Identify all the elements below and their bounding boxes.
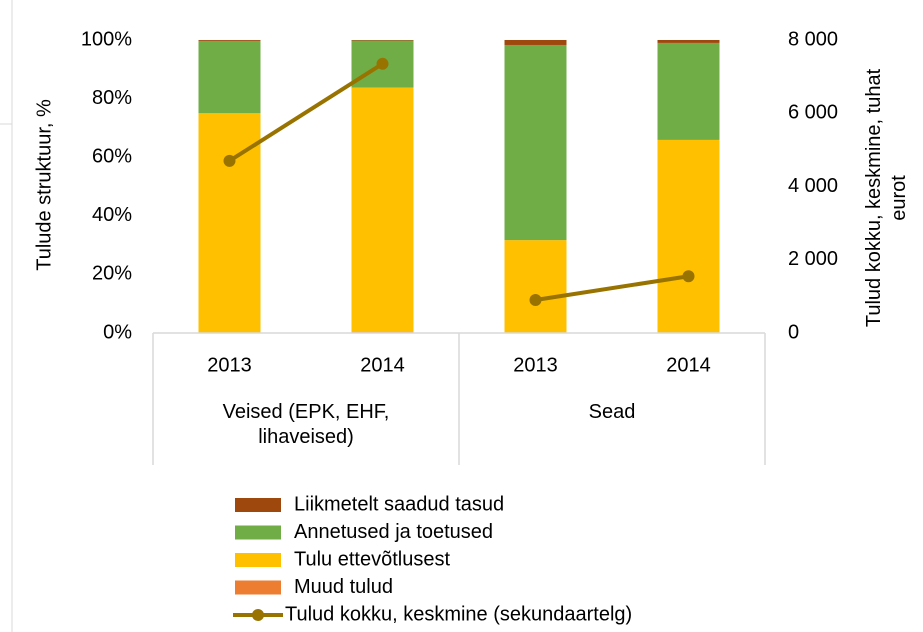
bar-segment xyxy=(657,40,720,43)
x-tick-label: 2014 xyxy=(360,354,405,376)
group-label: Veised (EPK, EHF, lihaveised) xyxy=(222,401,390,448)
line-series xyxy=(228,62,384,163)
x-tick-label: 2013 xyxy=(513,354,558,376)
line-point xyxy=(376,57,389,70)
bar-segment xyxy=(198,40,261,114)
legend-label: Tulud kokku, keskmine (sekundaartelg) xyxy=(285,603,632,625)
line-point xyxy=(682,270,695,283)
y2-tick-label: 4 000 xyxy=(788,175,838,197)
line-point xyxy=(529,294,542,307)
y2-axis-title: Tulud kokku, keskmine, tuhat eurot xyxy=(863,68,910,328)
bar-segment xyxy=(351,40,414,41)
bar-segment xyxy=(504,40,567,45)
chart-frame xyxy=(11,0,13,632)
y-tick-label: 100% xyxy=(81,28,132,50)
y-tick-label: 20% xyxy=(92,263,132,285)
legend-swatch xyxy=(235,553,281,567)
line-point xyxy=(223,154,236,167)
group-label: Sead xyxy=(588,401,636,423)
legend-label: Liikmetelt saadud tasud xyxy=(294,493,504,515)
y2-tick-label: 2 000 xyxy=(788,248,838,270)
bar-segment xyxy=(351,87,414,333)
bar-segment xyxy=(657,42,720,140)
legend-label: Annetused ja toetused xyxy=(294,521,493,543)
y-axis-title: Tulude struktuur, % xyxy=(33,99,55,271)
y2-tick-label: 6 000 xyxy=(788,102,838,124)
x-tick-label: 2013 xyxy=(207,354,252,376)
bar-segment xyxy=(198,40,261,41)
y-tick-label: 60% xyxy=(92,145,132,167)
legend-swatch xyxy=(235,498,281,512)
bar-segment xyxy=(504,240,567,333)
legend-marker xyxy=(252,609,264,621)
legend-swatch xyxy=(235,525,281,540)
line-series xyxy=(535,274,689,303)
y-tick-label: 0% xyxy=(103,321,132,343)
x-tick-label: 2014 xyxy=(666,354,711,376)
y-tick-label: 40% xyxy=(92,204,132,226)
bar-segment xyxy=(657,139,720,333)
side-panel xyxy=(0,0,13,125)
legend-label: Tulu ettevõtlusest xyxy=(294,548,450,570)
legend-swatch xyxy=(235,580,281,595)
legend-label: Muud tulud xyxy=(294,576,393,598)
bar-segment xyxy=(504,44,567,241)
y2-tick-label: 8 000 xyxy=(788,28,838,50)
y-tick-label: 80% xyxy=(92,87,132,109)
y2-tick-label: 0 xyxy=(788,321,799,343)
